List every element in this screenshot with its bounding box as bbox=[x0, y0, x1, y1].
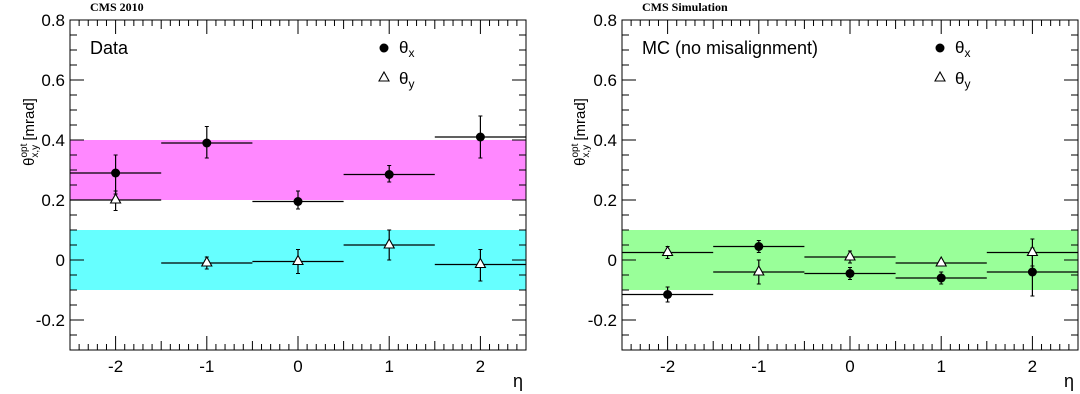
data-point-theta-y bbox=[935, 255, 948, 267]
data-point-theta-x bbox=[384, 170, 394, 179]
axis-ticks bbox=[69, 19, 527, 351]
plot-frame bbox=[621, 19, 1079, 351]
legend-label-theta-x: θx bbox=[399, 38, 414, 60]
x-tick-label: 0 bbox=[293, 357, 302, 376]
cms-header: CMS Simulation bbox=[642, 0, 728, 14]
data-point-theta-x bbox=[936, 273, 946, 283]
cms-header: CMS 2010 bbox=[90, 0, 144, 14]
panel-label: MC (no misalignment) bbox=[642, 38, 818, 58]
y-tick-label: 0.6 bbox=[593, 71, 617, 90]
data-point-theta-y bbox=[109, 192, 122, 204]
legend: θx θy bbox=[378, 38, 414, 91]
legend-marker-theta-x bbox=[935, 43, 945, 53]
data-point-theta-y bbox=[200, 255, 213, 267]
legend-marker-theta-y bbox=[934, 70, 946, 82]
y-tick-label: -0.2 bbox=[588, 311, 617, 330]
legend-marker-theta-y bbox=[378, 70, 390, 82]
x-tick-label: -2 bbox=[108, 357, 123, 376]
x-tick-label: 1 bbox=[384, 357, 393, 376]
y-tick-label: 0 bbox=[56, 251, 65, 270]
data-point-theta-y bbox=[383, 237, 396, 249]
y-tick-label: 0.4 bbox=[593, 131, 617, 150]
plot-frame bbox=[69, 19, 527, 351]
y-axis-label: θoptx,y [mrad] bbox=[19, 98, 41, 166]
data-point-theta-x bbox=[293, 197, 303, 206]
data-marks bbox=[70, 115, 526, 282]
data-point-theta-x bbox=[1027, 267, 1037, 277]
x-tick-label: -1 bbox=[751, 357, 766, 376]
legend-label-theta-y: θy bbox=[399, 69, 414, 91]
x-axis-label: η bbox=[513, 371, 523, 391]
x-tick-label: 2 bbox=[476, 357, 485, 376]
data-point-theta-y bbox=[1026, 245, 1039, 257]
data-point-theta-y bbox=[844, 249, 856, 261]
y-tick-label: -0.2 bbox=[36, 311, 65, 330]
panel-data: CMS 2010 -0.2 0 0.2 0.4 0.6 0.8 -2 -1 0 1 2 Data θ… bbox=[19, 0, 527, 391]
data-point-theta-x bbox=[475, 132, 485, 142]
x-axis-label: η bbox=[1064, 371, 1074, 391]
y-tick-label: 0.6 bbox=[41, 71, 65, 90]
y-tick-label: 0.2 bbox=[41, 191, 65, 210]
y-axis-label: θoptx,y [mrad] bbox=[570, 98, 592, 166]
y-tick-label: 0.4 bbox=[41, 131, 65, 150]
tick-labels: -0.2 0 0.2 0.4 0.6 0.8 -2 -1 0 1 2 bbox=[588, 11, 1037, 376]
data-point-theta-y bbox=[752, 264, 765, 276]
data-point-theta-y bbox=[292, 254, 304, 266]
data-point-theta-x bbox=[663, 290, 673, 299]
data-marks bbox=[622, 238, 1078, 303]
data-point-theta-x bbox=[111, 168, 121, 178]
data-point-theta-y bbox=[474, 257, 487, 269]
x-tick-label: 2 bbox=[1028, 357, 1037, 376]
y-tick-label: 0 bbox=[608, 251, 617, 270]
tick-labels: -0.2 0 0.2 0.4 0.6 0.8 -2 -1 0 1 2 bbox=[36, 11, 485, 376]
x-tick-label: 0 bbox=[845, 357, 854, 376]
data-point-theta-x bbox=[202, 138, 212, 148]
panel-label: Data bbox=[90, 38, 129, 58]
data-point-theta-x bbox=[754, 242, 764, 251]
y-tick-label: 0.8 bbox=[593, 11, 617, 30]
legend-marker-theta-x bbox=[379, 43, 389, 53]
x-tick-label: -1 bbox=[199, 357, 214, 376]
legend-label-theta-x: θx bbox=[955, 38, 970, 60]
data-point-theta-x bbox=[845, 269, 855, 278]
y-tick-label: 0.8 bbox=[41, 11, 65, 30]
x-tick-label: 1 bbox=[936, 357, 945, 376]
y-tick-label: 0.2 bbox=[593, 191, 617, 210]
legend: θx θy bbox=[934, 38, 970, 91]
data-point-theta-y bbox=[661, 245, 674, 257]
panel-simulation: CMS Simulation -0.200.20.40.60.8-2 -1 0 1 2 … bbox=[570, 0, 1079, 391]
x-tick-label: -2 bbox=[660, 357, 675, 376]
band-0 bbox=[70, 140, 526, 200]
axis-ticks bbox=[621, 19, 1079, 351]
legend-label-theta-y: θy bbox=[955, 69, 970, 91]
